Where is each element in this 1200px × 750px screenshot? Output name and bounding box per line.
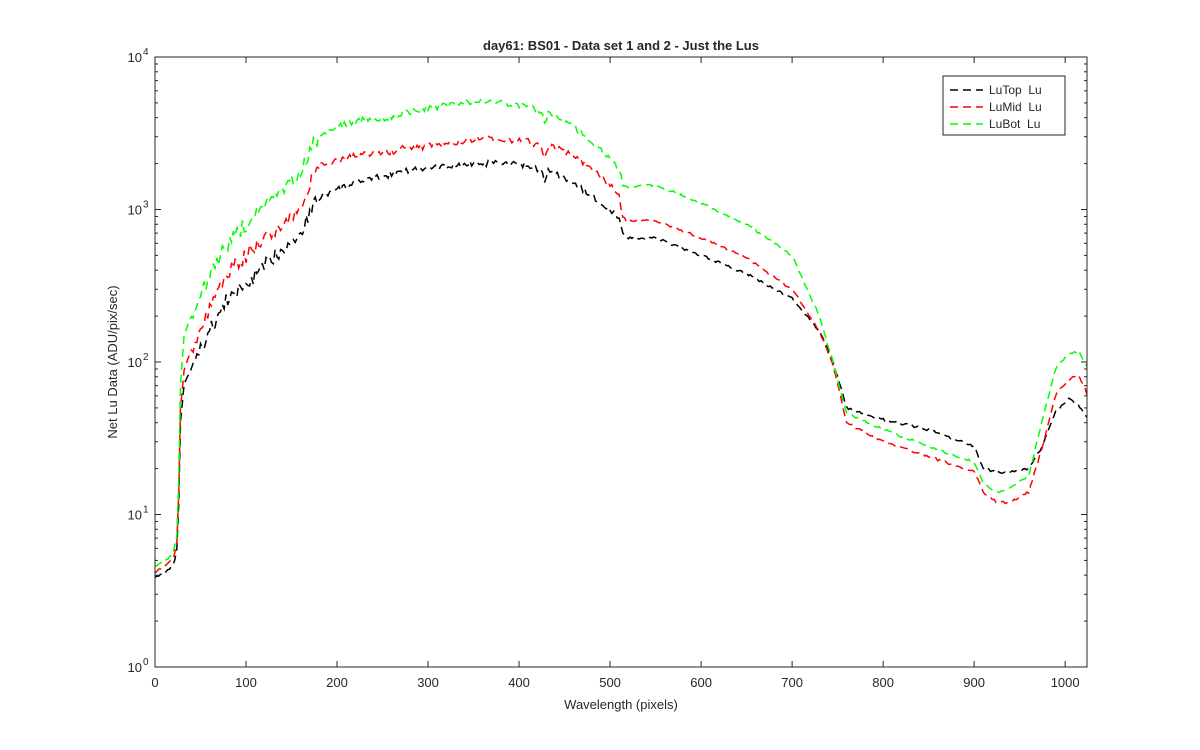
series-layer bbox=[154, 98, 1088, 579]
x-tick-label: 1000 bbox=[1051, 675, 1080, 690]
legend-label-1: LuTop Lu bbox=[989, 83, 1042, 97]
y-tick-label-exponent: 2 bbox=[143, 352, 149, 363]
x-tick-label: 900 bbox=[963, 675, 985, 690]
y-tick-label: 10 bbox=[128, 203, 142, 218]
y-tick-label-exponent: 1 bbox=[143, 505, 149, 516]
x-tick-label: 200 bbox=[326, 675, 348, 690]
legend-label-2: LuMid Lu bbox=[989, 100, 1042, 114]
x-tick-label: 600 bbox=[690, 675, 712, 690]
legend-label-3: LuBot Lu bbox=[989, 117, 1040, 131]
x-tick-label: 700 bbox=[781, 675, 803, 690]
series-line-2 bbox=[154, 134, 1088, 574]
y-tick-label-exponent: 0 bbox=[143, 657, 149, 668]
x-tick-label: 0 bbox=[151, 675, 158, 690]
x-tick-label: 800 bbox=[872, 675, 894, 690]
x-tick-label: 400 bbox=[508, 675, 530, 690]
y-tick-label: 10 bbox=[128, 508, 142, 523]
y-axis-label: Net Lu Data (ADU/pix/sec) bbox=[105, 285, 120, 438]
y-tick-label-exponent: 3 bbox=[143, 200, 149, 211]
y-tick-label: 10 bbox=[128, 660, 142, 675]
x-tick-label: 300 bbox=[417, 675, 439, 690]
x-tick-label: 100 bbox=[235, 675, 257, 690]
legend-box bbox=[942, 75, 1066, 136]
legend: LuTop Lu LuMid Lu LuBot Lu bbox=[942, 75, 1066, 136]
y-tick-label: 10 bbox=[128, 355, 142, 370]
y-tick-label-exponent: 4 bbox=[143, 47, 149, 58]
x-tick-label: 500 bbox=[599, 675, 621, 690]
chart-title: day61: BS01 - Data set 1 and 2 - Just th… bbox=[483, 38, 759, 53]
x-axis-label: Wavelength (pixels) bbox=[564, 697, 678, 712]
series-line-3 bbox=[154, 98, 1088, 568]
y-tick-label: 10 bbox=[128, 50, 142, 65]
